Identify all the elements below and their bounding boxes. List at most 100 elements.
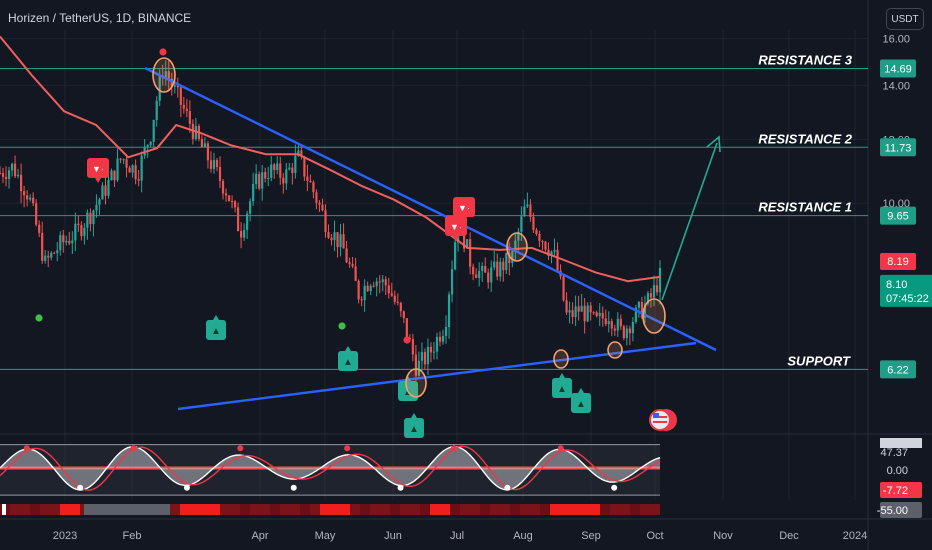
candle-body [481, 265, 484, 271]
status-bar-segment [20, 504, 30, 515]
candle-body [399, 302, 402, 312]
status-bar-segment [230, 504, 240, 515]
status-bar-marker [2, 504, 6, 515]
sell-signal-pointer [461, 217, 467, 222]
candle-body [505, 252, 508, 271]
status-bar-segment [520, 504, 530, 515]
candle-body [221, 180, 225, 194]
sell-signal-pointer [453, 236, 459, 241]
candle-body [490, 267, 493, 283]
candle-body [294, 155, 297, 174]
candle-body [625, 328, 628, 339]
candle-body [411, 339, 414, 355]
green-dot [338, 322, 346, 330]
candle-body [517, 231, 520, 241]
candle-body [125, 159, 128, 168]
oscillator-top-dot [23, 445, 30, 452]
candle-body [658, 267, 662, 293]
candle-body [466, 239, 469, 249]
candle-body [98, 199, 101, 205]
candle-body [26, 195, 29, 200]
candle-body [230, 200, 234, 202]
candle-body [312, 182, 315, 193]
candle-body [381, 279, 384, 283]
candle-body [119, 158, 122, 160]
status-bar-segment [190, 504, 200, 515]
candle-body [101, 185, 104, 200]
status-bar-segment [240, 504, 250, 515]
candle-body [300, 150, 303, 157]
status-bar-gray [84, 504, 170, 515]
status-bar-segment [210, 504, 220, 515]
level-label: RESISTANCE 2 [758, 131, 852, 146]
candle-body [62, 235, 65, 243]
level-label: SUPPORT [787, 353, 851, 368]
time-tick-label: Apr [251, 530, 268, 542]
candle-body [273, 164, 276, 171]
candle-body [321, 204, 324, 211]
candle-body [128, 167, 131, 173]
green-dot [35, 314, 43, 322]
oscillator-tick-label: -7.72 [883, 485, 908, 497]
oscillator-bottom-dot [397, 484, 404, 491]
candle-body [297, 150, 300, 156]
candle-body [53, 252, 56, 254]
candle-body [529, 204, 532, 218]
status-bar-segment [250, 504, 260, 515]
status-bar-segment [560, 504, 570, 515]
level-price-badge [880, 206, 916, 225]
candle-body [478, 270, 481, 278]
status-bar-segment [550, 504, 560, 515]
candle-body [233, 201, 237, 208]
candle-body [357, 280, 360, 300]
buy-signal-icon: ▲ [211, 326, 221, 337]
buy-signal-pointer [213, 315, 219, 320]
status-bar-segment [320, 504, 330, 515]
candle-body [607, 321, 610, 325]
candle-body [267, 177, 270, 179]
candle-body [89, 212, 92, 225]
highlight-circle [152, 57, 176, 93]
time-tick-label: 2023 [53, 530, 77, 542]
currency-button[interactable]: USDT [886, 8, 924, 30]
candle-body [532, 217, 535, 230]
candle-body [86, 212, 89, 228]
sell-signal-icon: ▼· [92, 164, 104, 174]
candle-body [390, 293, 393, 296]
candle-body [598, 312, 601, 317]
candle-body [252, 183, 255, 202]
projection-arrowhead [706, 135, 721, 153]
candle-body [610, 321, 613, 329]
candle-body [595, 312, 598, 317]
candle-body [622, 326, 625, 339]
candle-body [475, 274, 478, 278]
candle-body [450, 269, 454, 295]
candle-body [95, 204, 98, 211]
buy-signal-pointer [559, 373, 565, 378]
candle-body [249, 201, 252, 214]
candle-body [71, 240, 74, 244]
candle-body [649, 293, 653, 298]
status-bar-segment [220, 504, 230, 515]
level-price-text: 14.69 [884, 64, 912, 76]
status-bar-segment [360, 504, 370, 515]
status-bar-segment [430, 504, 440, 515]
status-bar-segment [460, 504, 470, 515]
status-bar-segment [180, 504, 190, 515]
candle-body [44, 255, 47, 261]
time-tick-label: May [315, 530, 336, 542]
status-bar-segment [400, 504, 410, 515]
oscillator-top-badge [880, 438, 922, 448]
buy-signal-marker [552, 378, 572, 398]
candle-body [224, 193, 228, 196]
candle-body [414, 354, 417, 376]
status-bar-segment [260, 504, 270, 515]
candle-body [447, 294, 451, 328]
trendlines [144, 66, 721, 411]
candle-body [35, 203, 38, 225]
candle-body [318, 202, 321, 205]
candle-body [200, 138, 204, 148]
status-bar-segment [610, 504, 620, 515]
highlight-circle [405, 368, 427, 398]
